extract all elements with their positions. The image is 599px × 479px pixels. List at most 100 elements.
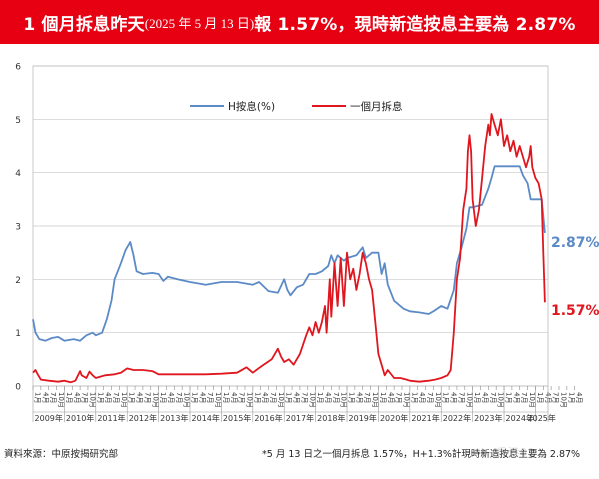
month-tick-label: 7月 [520,392,528,403]
month-tick-label: 7月 [175,392,183,403]
legend-hibor-label: 一個月拆息 [350,100,403,113]
y-tick-label: 3 [15,223,21,233]
title-part3: 報 1.57%，現時新造按息主要為 2.87% [254,14,576,35]
month-tick-label: 1月 [505,392,513,403]
footnote: *5 月 13 日之一個月拆息 1.57%，H+1.3%計現時新造按息主要為 2… [262,449,581,460]
month-tick-label: 10月 [434,392,442,408]
year-tick-label: 2012年 [129,413,157,423]
title-banner: 1 個月拆息昨天 (2025 年 5 月 13 日) 報 1.57%，現時新造按息主… [0,0,599,44]
month-tick-label: 7月 [332,392,340,403]
end-label-h: 2.87% [551,235,599,251]
month-tick-label: 4月 [418,392,426,403]
y-tick-label: 6 [15,63,21,73]
month-tick-label: 10月 [214,392,222,408]
year-tick-label: 2023年 [474,413,502,423]
month-tick-label: 7月 [426,392,434,403]
legend: H按息(%) 一個月拆息 [190,100,403,113]
y-tick-label: 5 [15,116,21,126]
month-tick-label: 10月 [559,392,567,408]
month-tick-label: 10月 [528,392,536,408]
h-rate-line [32,165,546,342]
y-tick-label: 4 [15,169,21,179]
month-tick-label: 7月 [489,392,497,403]
y-tick-label: 2 [15,276,21,286]
month-tick-label: 4月 [230,392,238,403]
hibor-1m-line [32,113,546,384]
year-tick-label: 2011年 [97,413,125,423]
month-tick-label: 10月 [151,392,159,408]
month-tick-label: 4月 [261,392,269,403]
month-tick-label: 7月 [206,392,214,403]
month-tick-label: 1月 [567,392,575,403]
title-date: (2025 年 5 月 13 日) [144,15,255,31]
month-tick-label: 4月 [324,392,332,403]
month-tick-label: 4月 [41,392,49,403]
y-tick-label: 1 [15,329,21,339]
month-tick-label: 1月 [222,392,230,403]
month-tick-label: 4月 [136,392,144,403]
year-tick-label: 2010年 [66,413,94,423]
legend-h-label: H按息(%) [228,100,275,113]
series-layer [32,113,546,384]
month-tick-label: 7月 [457,392,465,403]
month-tick-label: 4月 [167,392,175,403]
month-tick-label: 7月 [49,392,57,403]
year-tick-label: 2018年 [317,413,345,423]
watermark-logo: 香港01 [496,446,536,459]
month-tick-label: 4月 [481,392,489,403]
month-tick-label: 1月 [128,392,136,403]
month-tick-label: 1月 [253,392,261,403]
month-tick-label: 1月 [410,392,418,403]
month-tick-label: 1月 [316,392,324,403]
month-tick-label: 1月 [285,392,293,403]
month-tick-label: 4月 [355,392,363,403]
month-tick-label: 10月 [57,392,65,408]
year-tick-label: 2015年 [223,413,251,423]
month-tick-label: 7月 [395,392,403,403]
month-tick-label: 1月 [473,392,481,403]
year-tick-label: 2025年 [528,413,556,423]
month-tick-label: 10月 [245,392,253,408]
month-tick-label: 1月 [34,392,42,403]
month-tick-label: 10月 [88,392,96,408]
year-tick-label: 2016年 [254,413,282,423]
month-tick-label: 10月 [465,392,473,408]
month-tick-label: 10月 [497,392,505,408]
month-tick-label: 4月 [575,392,583,403]
month-tick-label: 10月 [371,392,379,408]
month-tick-label: 7月 [238,392,246,403]
month-tick-label: 7月 [363,392,371,403]
year-tick-label: 2024年 [506,413,534,423]
source-note: 資料來源：中原按揭研究部 [4,449,119,460]
month-tick-label: 7月 [112,392,120,403]
plot-frame [32,65,549,387]
month-tick-label: 1月 [191,392,199,403]
year-tick-label: 2009年 [35,413,63,423]
month-tick-label: 7月 [269,392,277,403]
month-tick-label: 7月 [81,392,89,403]
month-tick-label: 10月 [308,392,316,408]
month-tick-label: 1月 [379,392,387,403]
month-tick-label: 10月 [277,392,285,408]
month-tick-label: 4月 [73,392,81,403]
title-part1: 1 個月拆息昨天 [23,14,145,35]
end-label-hibor: 1.57% [551,303,599,319]
month-tick-label: 4月 [293,392,301,403]
month-tick-label: 4月 [387,392,395,403]
y-tick-label: 0 [15,383,21,393]
month-tick-label: 1月 [159,392,167,403]
month-tick-label: 1月 [96,392,104,403]
year-tick-label: 2020年 [380,413,408,423]
month-tick-label: 7月 [552,392,560,403]
month-tick-label: 4月 [512,392,520,403]
year-tick-label: 2019年 [349,413,377,423]
month-tick-label: 4月 [198,392,206,403]
month-tick-label: 7月 [143,392,151,403]
month-tick-label: 1月 [442,392,450,403]
year-tick-label: 2017年 [286,413,314,423]
year-tick-label: 2013年 [160,413,188,423]
year-tick-label: 2022年 [443,413,471,423]
month-tick-label: 1月 [536,392,544,403]
